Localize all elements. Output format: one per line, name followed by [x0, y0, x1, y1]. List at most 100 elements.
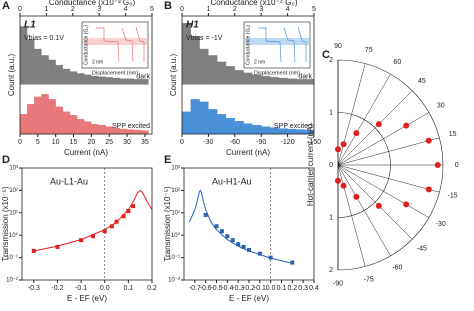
histogram-bar: [252, 124, 262, 135]
histogram-bar: [261, 126, 271, 135]
panel-letter: E: [164, 154, 171, 166]
x-tick-label: -150: [307, 139, 321, 146]
histogram-bar: [76, 73, 85, 85]
molecule-label: L1: [24, 20, 36, 31]
x-tick-label: -90: [256, 139, 266, 146]
x-tick-label: 0.1: [123, 285, 133, 292]
series-label: SPP excited: [112, 123, 150, 130]
grid-spoke: [337, 137, 440, 166]
x-tick-label: 0: [18, 139, 22, 146]
r-tick-label: 0: [329, 162, 333, 169]
panel-letter: D: [2, 154, 10, 166]
x-tick-label: 25: [105, 139, 113, 146]
grid-spoke: [337, 164, 440, 193]
series-label: SPP excited: [274, 123, 312, 130]
r-tick-label: 1: [329, 214, 333, 221]
plot-frame: [21, 167, 153, 281]
x-tick-label: 20: [87, 139, 95, 146]
r-tick-label: 2: [329, 57, 333, 64]
x2-tick-label: 4: [124, 6, 128, 13]
histogram-bar: [234, 120, 244, 135]
grid-spoke: [337, 90, 413, 166]
x-tick-label: -120: [281, 139, 295, 146]
inset-y-label: Conductance (G₀): [245, 25, 251, 65]
x-axis-label: E - EF (eV): [67, 294, 107, 303]
data-point: [353, 193, 360, 200]
data-point: [203, 212, 208, 217]
x-tick-label: -0.4: [221, 285, 233, 292]
x-tick-label: 10: [52, 139, 60, 146]
data-point: [236, 242, 241, 247]
inset-y-label: Conductance (G₀): [83, 25, 89, 65]
data-point: [31, 248, 36, 253]
histogram-bar: [269, 77, 279, 85]
x-axis-label: Current (nA): [64, 148, 108, 157]
angle-tick-label: -90: [333, 280, 343, 287]
angle-tick-label: 60: [393, 59, 401, 66]
x2-tick-label: 4: [286, 6, 290, 13]
y-tick-label: 10⁰: [9, 232, 19, 239]
angle-tick-label: 75: [365, 47, 373, 54]
r-tick-label: 2: [329, 267, 333, 274]
angle-tick-label: 30: [437, 103, 445, 110]
x-tick-label: -0.3: [232, 285, 244, 292]
grid-spoke: [337, 164, 430, 218]
histogram-bar: [41, 55, 49, 85]
histogram-bar: [62, 68, 71, 85]
x2-tick-label: 5: [312, 6, 316, 13]
angle-tick-label: 15: [449, 131, 457, 138]
histogram-bar: [199, 48, 209, 85]
angle-tick-label: -15: [448, 193, 458, 200]
grid-spoke: [337, 112, 430, 166]
y-tick-label: 10⁰: [171, 232, 181, 239]
data-point: [241, 244, 246, 249]
data-point: [375, 121, 382, 128]
data-point: [109, 224, 114, 229]
histogram-bar: [105, 77, 113, 85]
histogram-bar: [190, 35, 200, 85]
angle-tick-label: -60: [392, 265, 402, 272]
histogram-bar: [225, 117, 235, 135]
x2-axis-label: Conductance (x10⁻³ G₀): [49, 0, 136, 7]
grid-spoke: [337, 164, 366, 267]
data-point: [425, 186, 432, 193]
y-tick-label: 10²: [171, 188, 180, 194]
data-point: [55, 244, 60, 249]
data-point: [425, 137, 432, 144]
data-point: [290, 260, 295, 265]
data-point: [403, 201, 410, 208]
histogram-bar: [26, 104, 35, 135]
x2-tick-label: 0: [180, 6, 184, 13]
y-tick-label: 10³: [171, 166, 180, 172]
x-tick-label: -30: [203, 139, 213, 146]
x2-tick-label: 0: [18, 6, 22, 13]
x-tick-label: 0.3: [298, 285, 308, 292]
histogram-bar: [19, 114, 28, 135]
y-axis-label: Transmission (x10⁻⁵): [163, 186, 172, 262]
data-point: [353, 130, 360, 137]
histogram-bar: [48, 99, 56, 135]
x-tick-label: 35: [141, 139, 149, 146]
histogram-bar: [126, 78, 135, 85]
data-point: [403, 122, 410, 129]
series-label: dark: [136, 73, 150, 80]
y-tick-label: 10¹: [9, 210, 18, 216]
y-tick-label: 10⁻²: [6, 278, 18, 284]
angle-tick-label: 45: [418, 78, 426, 85]
histogram-bar: [243, 123, 253, 135]
histogram-bar: [126, 129, 135, 135]
panel-letter: A: [2, 0, 10, 12]
data-point: [131, 204, 136, 209]
histogram-bar: [261, 75, 271, 85]
x-tick-label: 0.0: [100, 285, 110, 292]
grid-spoke: [337, 164, 413, 240]
data-point: [340, 141, 347, 148]
histogram-bar: [208, 55, 218, 85]
y-axis-label: Transmission (x10⁻⁵): [1, 186, 10, 262]
x2-tick-label: 3: [97, 6, 101, 13]
data-point: [219, 229, 224, 234]
y-tick-label: 10¹: [171, 210, 180, 216]
x2-tick-label: 1: [44, 6, 48, 13]
data-point: [79, 238, 84, 243]
